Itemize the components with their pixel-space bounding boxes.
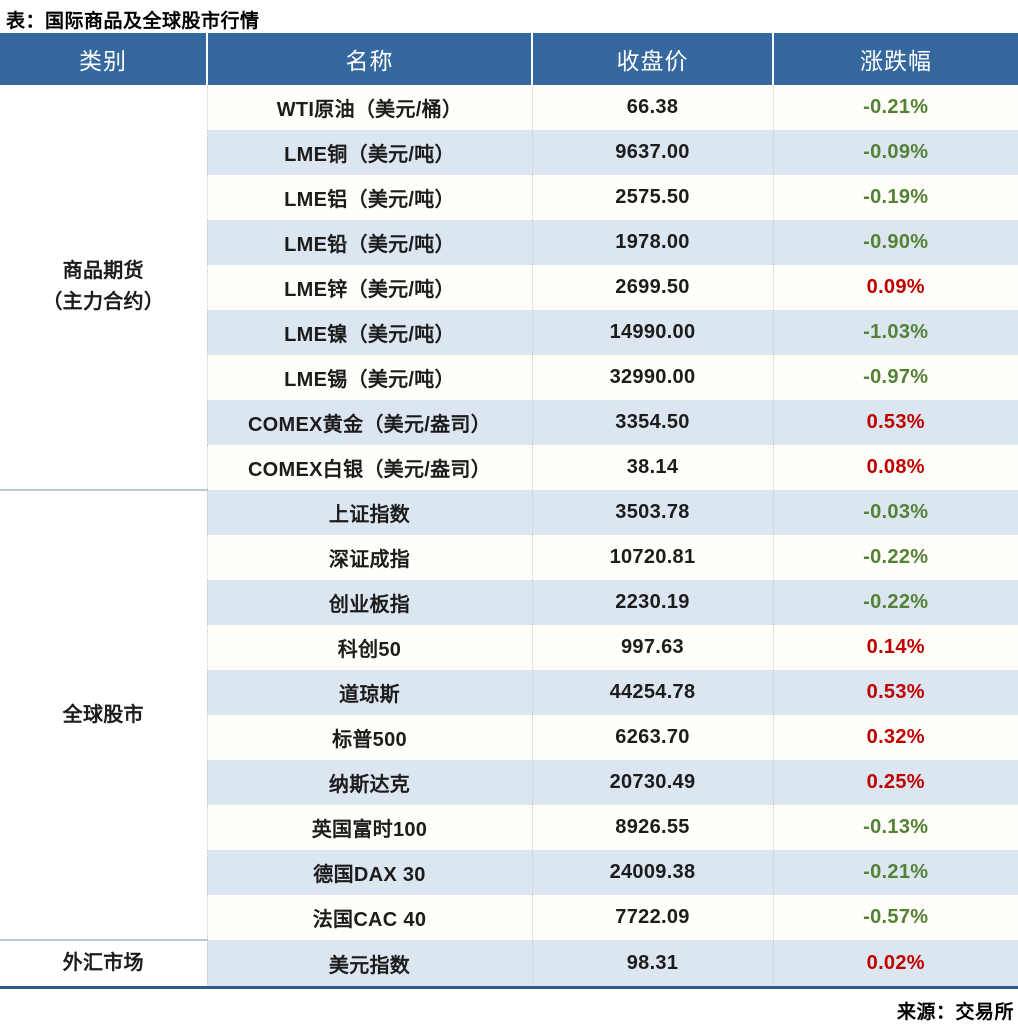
market-table: 类别 名称 收盘价 涨跌幅 商品期货 （主力合约） WTI原油（美元/桶） 66.38… <box>0 33 1018 989</box>
name-cell: WTI原油（美元/桶） <box>206 85 532 130</box>
change-cell: -0.90% <box>772 220 1018 265</box>
table-header: 类别 名称 收盘价 涨跌幅 <box>0 33 1018 85</box>
table-row: 纳斯达克 20730.49 0.25% <box>0 760 1018 805</box>
name-cell: 德国DAX 30 <box>206 850 532 895</box>
name-cell: LME铝（美元/吨） <box>206 175 532 220</box>
name-cell: COMEX黄金（美元/盎司） <box>206 400 532 445</box>
change-cell: -0.22% <box>772 535 1018 580</box>
table-row: 道琼斯 44254.78 0.53% <box>0 670 1018 715</box>
change-cell: 0.08% <box>772 445 1018 490</box>
name-cell: 美元指数 <box>206 940 532 988</box>
category-cell: 外汇市场 <box>0 940 207 988</box>
table-row: COMEX白银（美元/盎司） 38.14 0.08% <box>0 445 1018 490</box>
table-row: LME镍（美元/吨） 14990.00 -1.03% <box>0 310 1018 355</box>
change-cell: -1.03% <box>772 310 1018 355</box>
table-body: 商品期货 （主力合约） WTI原油（美元/桶） 66.38 -0.21% LME铜（美元/… <box>0 85 1018 988</box>
name-cell: 法国CAC 40 <box>206 895 532 940</box>
change-cell: -0.57% <box>772 895 1018 940</box>
close-cell: 9637.00 <box>531 130 773 175</box>
name-cell: 上证指数 <box>206 490 532 535</box>
change-cell: 0.09% <box>772 265 1018 310</box>
name-cell: 科创50 <box>206 625 532 670</box>
table-row: 标普500 6263.70 0.32% <box>0 715 1018 760</box>
close-cell: 14990.00 <box>531 310 773 355</box>
name-cell: 道琼斯 <box>206 670 532 715</box>
name-cell: LME镍（美元/吨） <box>206 310 532 355</box>
close-cell: 44254.78 <box>531 670 773 715</box>
close-cell: 6263.70 <box>531 715 773 760</box>
close-cell: 2230.19 <box>531 580 773 625</box>
change-cell: 0.53% <box>772 670 1018 715</box>
table-row: LME铜（美元/吨） 9637.00 -0.09% <box>0 130 1018 175</box>
col-header-change: 涨跌幅 <box>772 33 1018 85</box>
close-cell: 2699.50 <box>531 265 773 310</box>
header-row: 类别 名称 收盘价 涨跌幅 <box>0 33 1018 85</box>
table-row: 德国DAX 30 24009.38 -0.21% <box>0 850 1018 895</box>
change-cell: -0.21% <box>772 850 1018 895</box>
close-cell: 7722.09 <box>531 895 773 940</box>
close-cell: 3503.78 <box>531 490 773 535</box>
name-cell: LME铜（美元/吨） <box>206 130 532 175</box>
close-cell: 24009.38 <box>531 850 773 895</box>
name-cell: 创业板指 <box>206 580 532 625</box>
category-cell: 商品期货 （主力合约） <box>0 85 207 491</box>
close-cell: 10720.81 <box>531 535 773 580</box>
table-row: 英国富时100 8926.55 -0.13% <box>0 805 1018 850</box>
name-cell: LME锌（美元/吨） <box>206 265 532 310</box>
close-cell: 66.38 <box>531 85 773 130</box>
name-cell: COMEX白银（美元/盎司） <box>206 445 532 490</box>
table-title: 表：国际商品及全球股市行情 <box>6 11 260 32</box>
table-row: 外汇市场 美元指数 98.31 0.02% <box>0 940 1018 988</box>
name-cell: LME铅（美元/吨） <box>206 220 532 265</box>
close-cell: 2575.50 <box>531 175 773 220</box>
close-cell: 997.63 <box>531 625 773 670</box>
table-row: LME锌（美元/吨） 2699.50 0.09% <box>0 265 1018 310</box>
change-cell: -0.09% <box>772 130 1018 175</box>
change-cell: 0.53% <box>772 400 1018 445</box>
name-cell: 标普500 <box>206 715 532 760</box>
table-row: 深证成指 10720.81 -0.22% <box>0 535 1018 580</box>
name-cell: LME锡（美元/吨） <box>206 355 532 400</box>
change-cell: 0.32% <box>772 715 1018 760</box>
source-note: 来源：交易所 <box>896 1002 1014 1023</box>
table-row: 科创50 997.63 0.14% <box>0 625 1018 670</box>
change-cell: 0.02% <box>772 940 1018 988</box>
table-row: LME铝（美元/吨） 2575.50 -0.19% <box>0 175 1018 220</box>
table-row: 商品期货 （主力合约） WTI原油（美元/桶） 66.38 -0.21% <box>0 85 1018 491</box>
table-row: LME锡（美元/吨） 32990.00 -0.97% <box>0 355 1018 400</box>
table-row: 创业板指 2230.19 -0.22% <box>0 580 1018 625</box>
category-cell: 全球股市 <box>0 490 207 941</box>
change-cell: -0.22% <box>772 580 1018 625</box>
table-row: COMEX黄金（美元/盎司） 3354.50 0.53% <box>0 400 1018 445</box>
close-cell: 1978.00 <box>531 220 773 265</box>
col-header-name: 名称 <box>206 33 532 85</box>
table-row: LME铅（美元/吨） 1978.00 -0.90% <box>0 220 1018 265</box>
change-cell: -0.13% <box>772 805 1018 850</box>
change-cell: -0.21% <box>772 85 1018 130</box>
name-cell: 英国富时100 <box>206 805 532 850</box>
change-cell: 0.14% <box>772 625 1018 670</box>
close-cell: 38.14 <box>531 445 773 490</box>
close-cell: 3354.50 <box>531 400 773 445</box>
table-row: 法国CAC 40 7722.09 -0.57% <box>0 895 1018 940</box>
close-cell: 98.31 <box>531 940 773 988</box>
col-header-category: 类别 <box>0 33 207 85</box>
col-header-close: 收盘价 <box>531 33 773 85</box>
change-cell: 0.25% <box>772 760 1018 805</box>
close-cell: 8926.55 <box>531 805 773 850</box>
change-cell: -0.19% <box>772 175 1018 220</box>
name-cell: 纳斯达克 <box>206 760 532 805</box>
close-cell: 20730.49 <box>531 760 773 805</box>
name-cell: 深证成指 <box>206 535 532 580</box>
close-cell: 32990.00 <box>531 355 773 400</box>
change-cell: -0.03% <box>772 490 1018 535</box>
change-cell: -0.97% <box>772 355 1018 400</box>
table-row: 全球股市 上证指数 3503.78 -0.03% <box>0 490 1018 941</box>
